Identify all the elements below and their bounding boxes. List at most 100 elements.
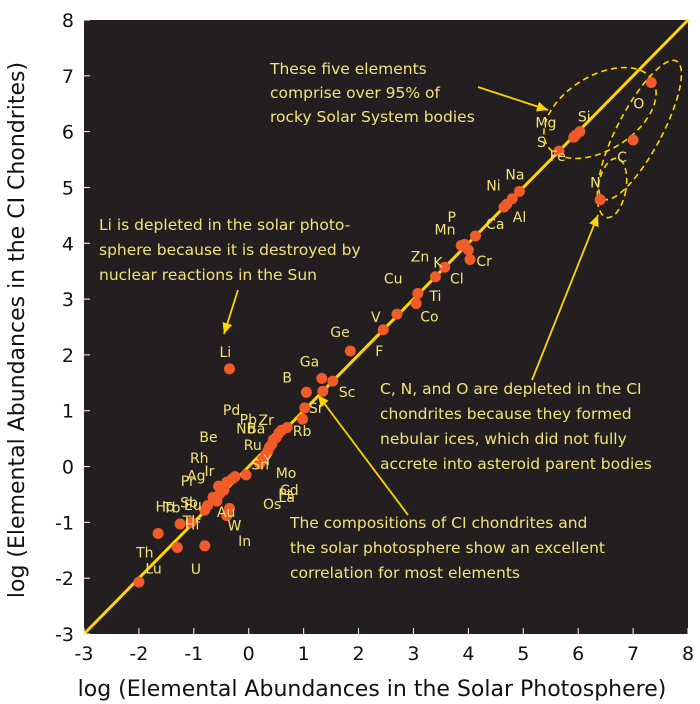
- x-axis-title: log (Elemental Abundances in the Solar P…: [78, 677, 667, 702]
- y-tick-label: 2: [62, 345, 74, 367]
- data-points: [133, 77, 657, 588]
- x-tick-label: 1: [298, 643, 310, 665]
- element-label: Ir: [204, 464, 214, 480]
- x-tick-label: 6: [572, 643, 584, 665]
- element-label: Sn: [251, 457, 269, 473]
- data-point: [462, 244, 474, 256]
- data-point: [174, 518, 186, 530]
- annotation-line: C, N, and O are depleted in the CI: [380, 380, 642, 398]
- x-axis-ticks: -3 -2 -1 0 1 2 3 4 5 6 7 8: [75, 628, 694, 665]
- annotation-five-elements: These five elements comprise over 95% of…: [269, 60, 475, 126]
- element-label: U: [191, 562, 201, 578]
- x-tick-label: 8: [682, 643, 694, 665]
- data-point: [594, 194, 606, 206]
- annotation-line: nuclear reactions in the Sun: [99, 266, 317, 284]
- element-label: Eu: [184, 498, 202, 514]
- y-tick-label: 3: [62, 289, 74, 311]
- y-tick-label: -1: [55, 512, 74, 534]
- data-point: [327, 375, 339, 387]
- element-label: W: [228, 518, 242, 534]
- element-label: Y: [263, 453, 273, 469]
- annotation-line: These five elements: [269, 60, 427, 78]
- element-label: Ga: [300, 354, 319, 370]
- data-point: [568, 131, 580, 143]
- annotation-line: chondrites because they formed: [380, 405, 632, 423]
- x-tick-label: 3: [407, 643, 419, 665]
- element-label: Zn: [411, 249, 429, 265]
- annotation-line: The compositions of CI chondrites and: [289, 514, 587, 532]
- data-point: [344, 345, 356, 357]
- y-tick-label: 5: [62, 177, 74, 199]
- data-point: [199, 504, 211, 516]
- element-label: Pb: [240, 412, 257, 428]
- element-label: Sr: [309, 401, 324, 417]
- data-point: [199, 540, 211, 552]
- y-tick-label: 8: [62, 10, 74, 32]
- element-label: Mo: [276, 466, 297, 482]
- element-label: O: [633, 97, 644, 113]
- element-label: F: [375, 344, 383, 360]
- y-tick-label: 1: [62, 401, 74, 423]
- annotation-line: comprise over 95% of: [270, 84, 441, 102]
- point-labels: O C Si Mg FeS N Na Ni Al Ca PMn K Cr Cl Zn Ti Cu Co V F Ge Li…: [135, 97, 644, 578]
- data-point: [627, 134, 639, 146]
- element-label: S: [537, 135, 546, 151]
- y-tick-label: 0: [62, 457, 74, 479]
- element-label: Be: [199, 430, 217, 446]
- data-point: [254, 458, 266, 470]
- element-label: Ba: [247, 421, 265, 437]
- data-point: [645, 77, 657, 89]
- element-label: Lu: [145, 561, 161, 577]
- element-label: Si: [578, 110, 591, 126]
- element-label: Fe: [550, 149, 566, 165]
- annotation-lithium: Li is depleted in the solar photo- spher…: [99, 216, 361, 284]
- element-label: Th: [135, 546, 153, 562]
- element-label: B: [282, 370, 292, 386]
- element-label: Co: [420, 310, 438, 326]
- element-label: Ho: [156, 500, 175, 516]
- element-label: Os: [263, 497, 281, 513]
- element-label: La: [279, 490, 295, 506]
- y-axis-title: log (Elemental Abundances in the CI Chon…: [5, 62, 30, 598]
- data-point: [221, 510, 233, 522]
- element-label: Zr: [259, 413, 275, 429]
- element-label: Pr: [181, 474, 195, 490]
- data-point: [391, 308, 403, 320]
- data-point: [439, 261, 451, 273]
- annotation-cno-depleted: C, N, and O are depleted in the CI chond…: [380, 380, 652, 473]
- arrow-head: [535, 101, 548, 112]
- element-label: Rb: [293, 424, 312, 440]
- element-label: Sc: [339, 385, 356, 401]
- data-point: [412, 288, 424, 300]
- data-point: [470, 230, 482, 242]
- element-label: Au: [217, 505, 235, 521]
- annotation-line: the solar photosphere show an excellent: [290, 539, 605, 557]
- annotation-line: Li is depleted in the solar photo-: [99, 216, 350, 234]
- data-point: [377, 324, 389, 336]
- x-tick-label: -1: [184, 643, 203, 665]
- element-label: Ca: [486, 217, 504, 233]
- arrow-line: [317, 394, 409, 516]
- element-label: Cu: [384, 272, 403, 288]
- element-label: Sb: [180, 495, 198, 511]
- element-label: Hf: [185, 518, 202, 534]
- annotation-line: accrete into asteroid parent bodies: [380, 455, 652, 473]
- element-label: In: [238, 534, 251, 550]
- arrow-head: [589, 215, 599, 228]
- element-label: Pt: [278, 487, 292, 503]
- data-point: [240, 469, 252, 481]
- element-label: Na: [505, 167, 524, 183]
- element-label: K: [433, 256, 443, 272]
- data-point: [553, 145, 565, 157]
- element-label: Mn: [435, 222, 456, 238]
- data-point: [297, 413, 309, 425]
- y-tick-label: -3: [55, 624, 74, 646]
- annotation-line: sphere because it is destroyed by: [99, 241, 361, 259]
- data-point: [300, 386, 312, 398]
- x-tick-label: 2: [352, 643, 364, 665]
- element-label: Al: [513, 210, 526, 226]
- data-point: [498, 201, 510, 213]
- y-tick-label: 7: [62, 66, 74, 88]
- x-tick-label: -3: [75, 643, 94, 665]
